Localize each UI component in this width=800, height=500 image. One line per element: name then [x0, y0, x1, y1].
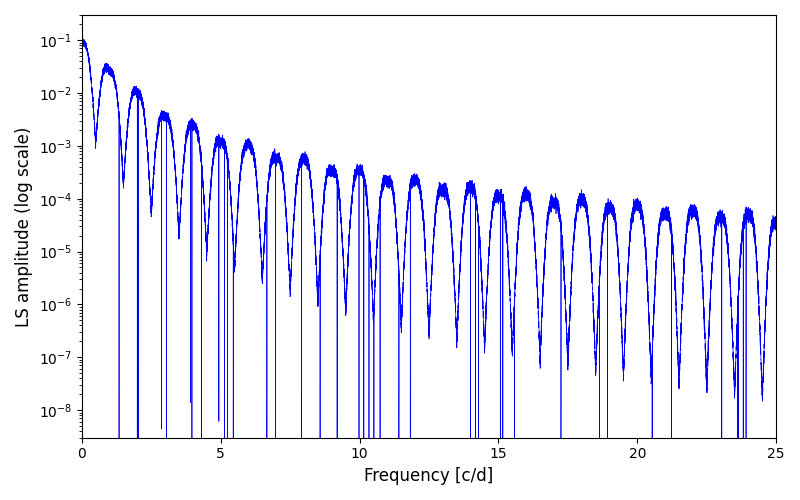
X-axis label: Frequency [c/d]: Frequency [c/d]	[364, 467, 494, 485]
Y-axis label: LS amplitude (log scale): LS amplitude (log scale)	[15, 126, 33, 326]
